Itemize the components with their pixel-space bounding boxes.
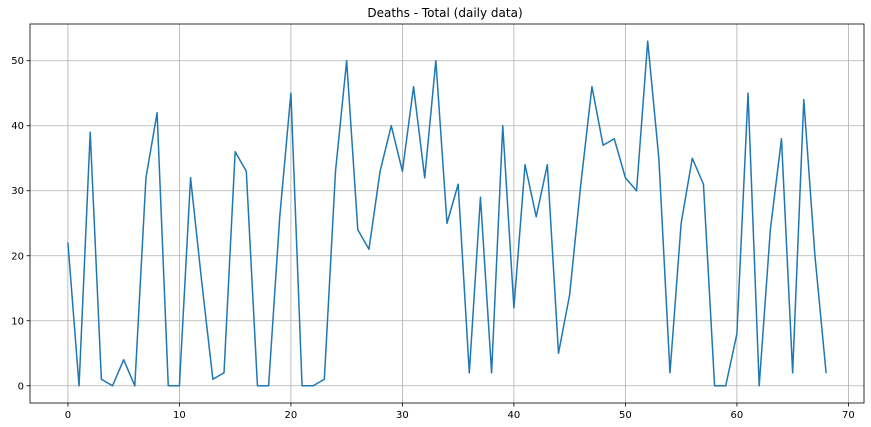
- data-point: [580, 183, 582, 185]
- data-point: [346, 60, 348, 62]
- data-point: [357, 229, 359, 231]
- data-point: [725, 385, 727, 387]
- data-point: [167, 385, 169, 387]
- data-point: [446, 222, 448, 224]
- data-point: [100, 378, 102, 380]
- data-point: [457, 183, 459, 185]
- chart-title: Deaths - Total (daily data): [367, 6, 522, 20]
- data-point: [111, 385, 114, 387]
- data-point: [825, 372, 827, 374]
- x-tick-label: 70: [842, 410, 855, 421]
- data-point: [323, 378, 325, 380]
- data-point: [647, 40, 649, 42]
- data-point: [792, 372, 794, 374]
- data-point: [669, 372, 671, 374]
- data-point: [123, 359, 125, 361]
- data-point: [680, 222, 682, 224]
- data-point: [256, 385, 259, 387]
- data-point: [390, 125, 392, 127]
- x-tick-label: 50: [619, 410, 632, 421]
- data-point: [490, 372, 493, 374]
- data-point: [535, 216, 537, 218]
- data-point: [769, 229, 771, 231]
- data-point: [312, 385, 314, 387]
- data-point: [758, 385, 760, 387]
- x-tick-label: 10: [173, 410, 186, 421]
- x-tick-label: 60: [731, 410, 744, 421]
- data-point: [301, 385, 303, 387]
- data-point: [569, 294, 571, 296]
- y-tick-label: 0: [18, 381, 24, 392]
- data-point: [424, 177, 426, 179]
- data-point: [412, 86, 415, 88]
- data-point: [658, 157, 660, 159]
- data-point: [290, 92, 292, 94]
- data-point: [635, 190, 638, 192]
- plot-frame: [29, 23, 865, 404]
- data-point: [546, 164, 548, 166]
- data-point: [702, 183, 705, 185]
- x-tick-label: 40: [508, 410, 521, 421]
- data-point: [803, 99, 805, 101]
- y-tick-label: 40: [11, 121, 24, 132]
- data-point: [513, 307, 515, 309]
- data-point: [78, 385, 80, 387]
- data-point: [713, 385, 716, 387]
- data-point: [245, 170, 247, 172]
- data-point: [67, 242, 69, 244]
- y-tick-label: 10: [11, 316, 24, 327]
- y-tick-label: 20: [11, 251, 24, 262]
- data-point: [691, 157, 693, 159]
- data-point: [401, 170, 404, 172]
- series-layer: [67, 40, 827, 387]
- data-point: [613, 138, 615, 140]
- data-point: [134, 385, 136, 387]
- data-point: [145, 177, 147, 179]
- y-tick-label: 50: [11, 56, 24, 67]
- data-point: [468, 372, 470, 374]
- data-point: [379, 170, 381, 172]
- data-point: [814, 255, 816, 257]
- data-point: [334, 170, 337, 172]
- data-point: [368, 248, 370, 250]
- data-point: [780, 138, 783, 140]
- data-point: [279, 216, 281, 218]
- tick-labels: 0 10 20 30 40 50 60 70 0 10 20 30 40 50: [11, 56, 854, 421]
- x-tick-label: 0: [65, 410, 71, 421]
- data-point: [189, 177, 192, 179]
- x-tick-label: 20: [285, 410, 298, 421]
- data-point: [557, 352, 560, 354]
- data-point: [234, 151, 236, 153]
- data-point: [479, 196, 482, 198]
- data-point: [747, 92, 749, 94]
- data-point: [435, 60, 437, 62]
- data-point: [223, 372, 225, 374]
- data-point: [502, 125, 504, 127]
- data-point: [178, 385, 181, 387]
- data-point: [624, 177, 626, 179]
- data-point: [201, 281, 203, 283]
- axes: [26, 23, 865, 407]
- data-point: [212, 378, 214, 380]
- data-point: [268, 385, 270, 387]
- data-point: [89, 131, 91, 133]
- x-tick-label: 30: [396, 410, 409, 421]
- data-point: [602, 144, 604, 146]
- data-point: [156, 112, 158, 114]
- data-point: [591, 86, 593, 88]
- y-tick-label: 30: [11, 186, 24, 197]
- data-point: [524, 164, 526, 166]
- data-point: [736, 333, 738, 335]
